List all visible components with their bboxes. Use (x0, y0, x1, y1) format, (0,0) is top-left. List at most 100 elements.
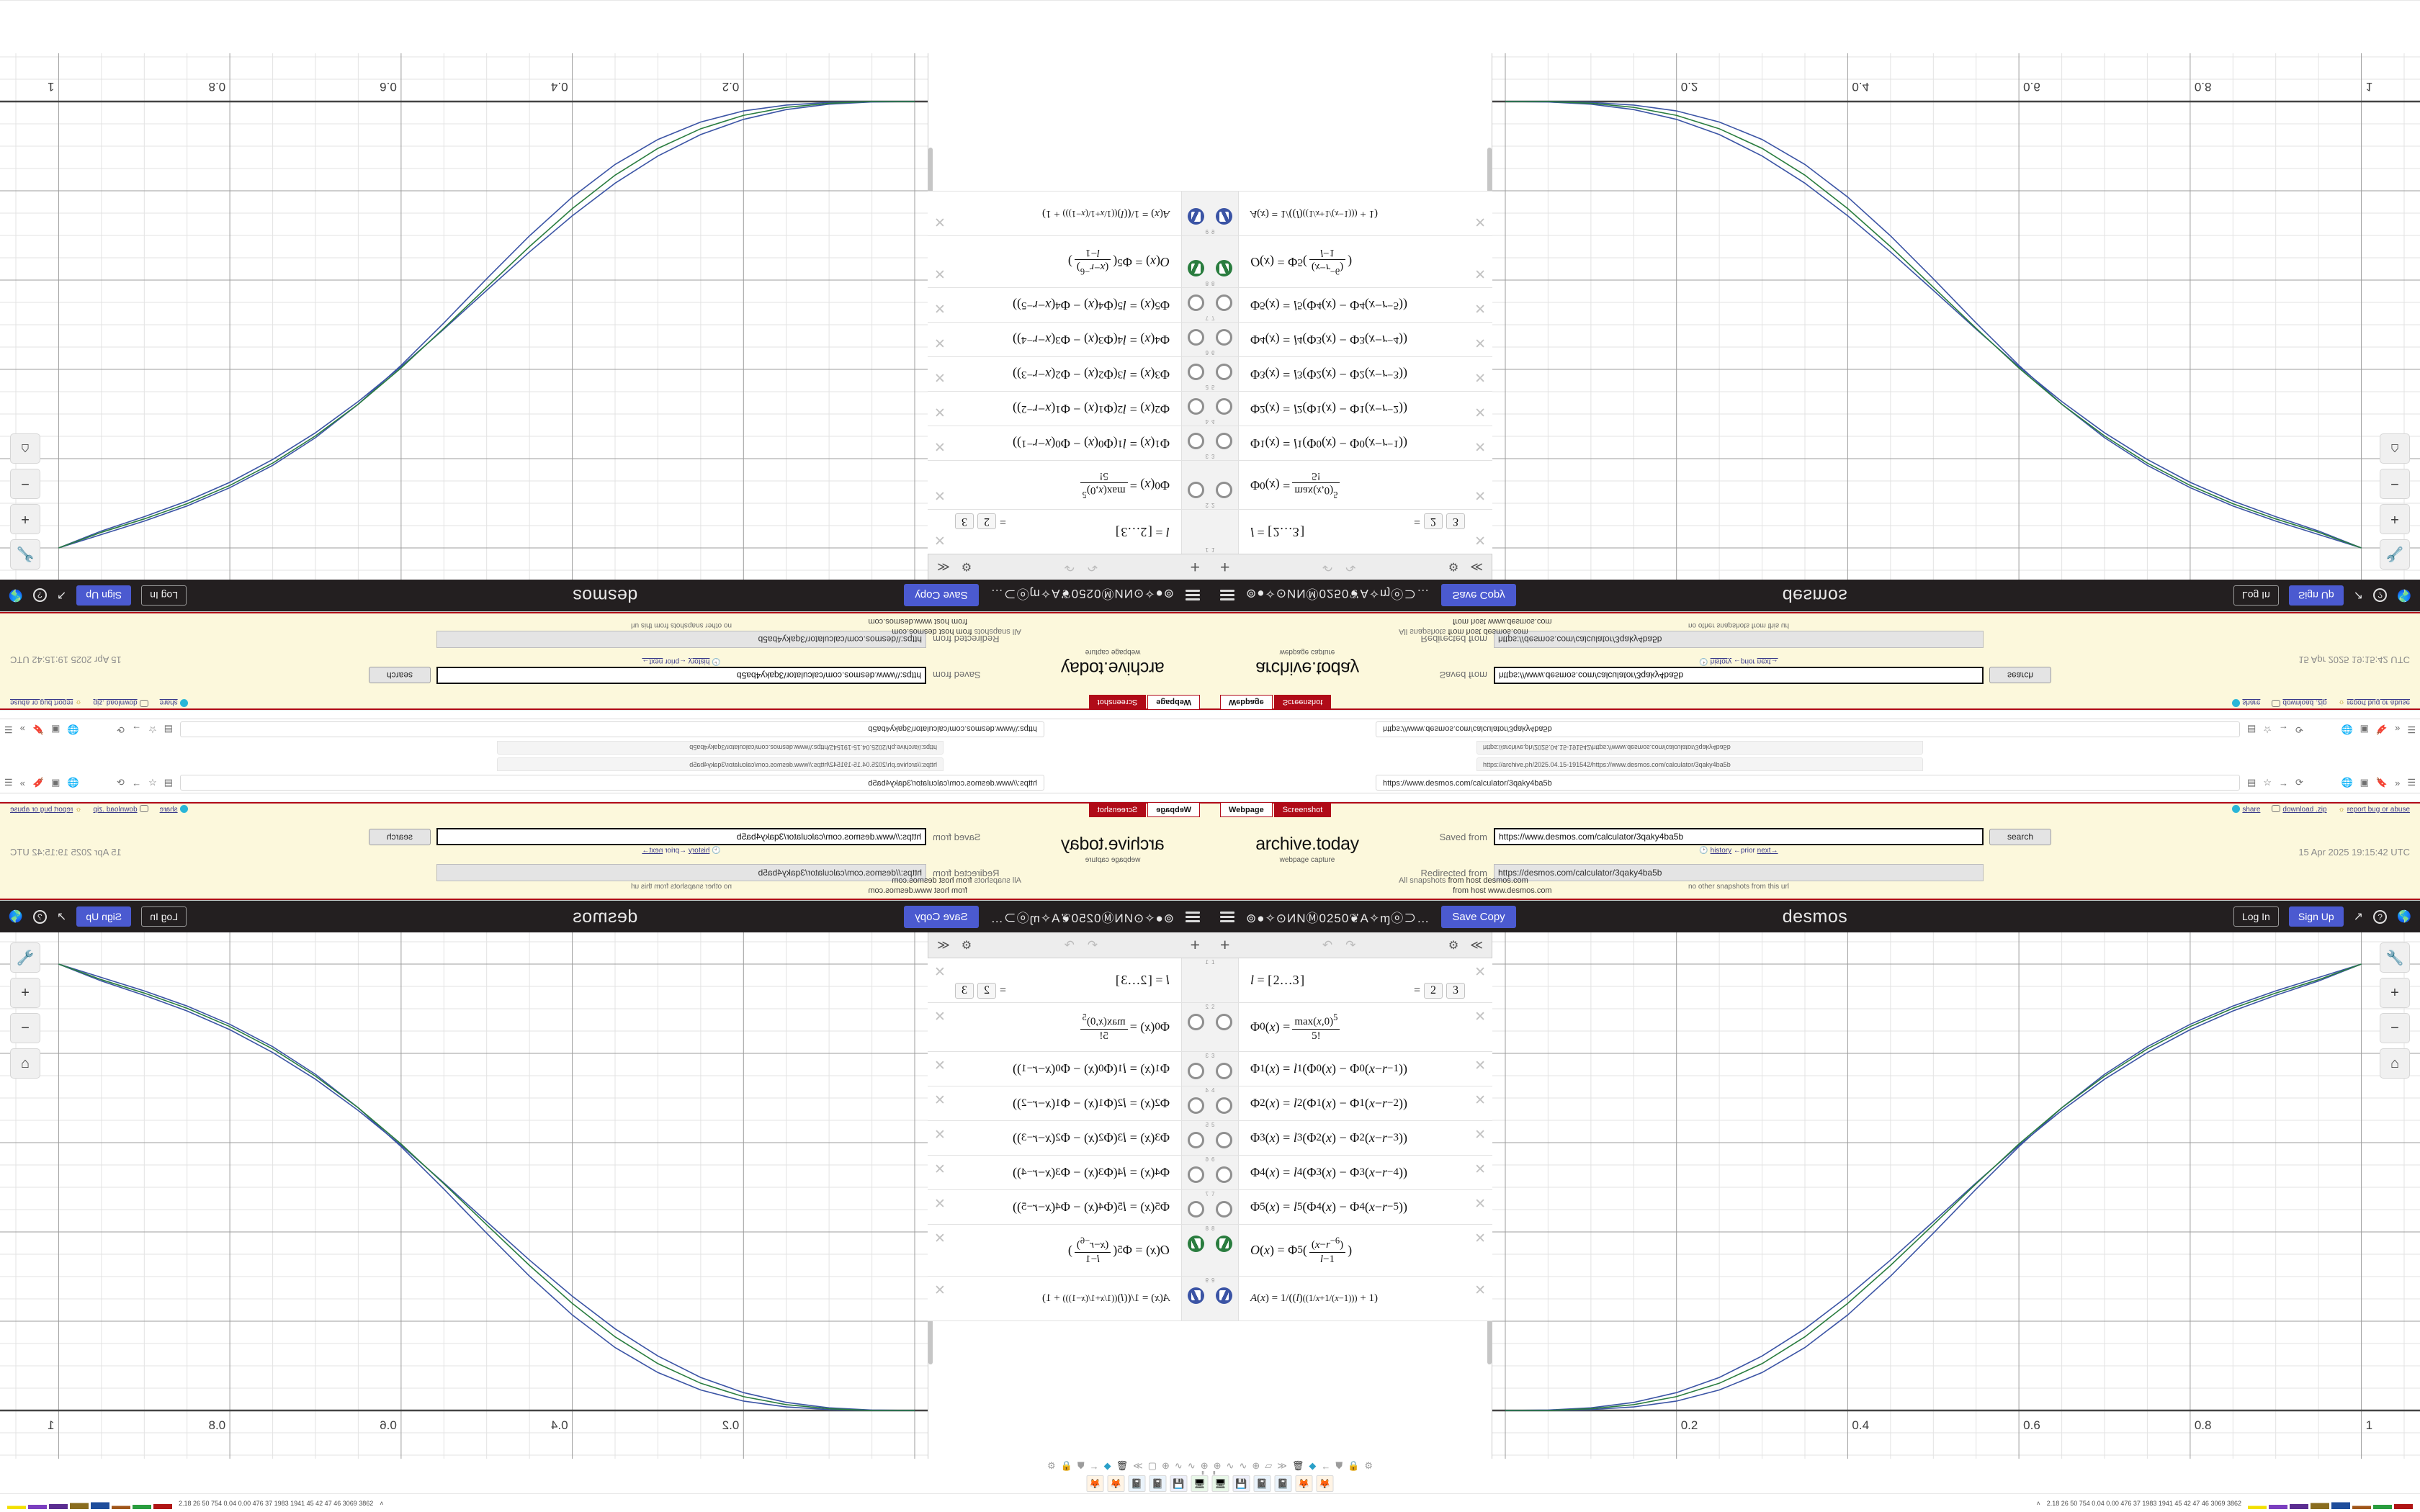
plot-toggle[interactable] (1216, 364, 1232, 380)
delete-expression-icon[interactable]: ✕ (934, 1058, 946, 1074)
expression-math[interactable]: A(x) = 1/((l) ((1/x+1/(x−1))) + 1) (1250, 1292, 1379, 1304)
download-action[interactable]: download .zip (2272, 698, 2327, 707)
curve-icon[interactable]: ∿ (1226, 1460, 1234, 1471)
shield-icon[interactable]: ⛊ (1077, 1460, 1085, 1471)
trash-icon[interactable]: 🗑 (1116, 1460, 1129, 1471)
next-link[interactable]: next→ (642, 657, 663, 665)
delete-expression-icon[interactable]: ✕ (934, 1162, 946, 1177)
expression-row[interactable]: 1 l = [ 2…3 ] ✕ = 2 3 (1210, 958, 1492, 1003)
curve-icon[interactable]: ∿ (1174, 1460, 1183, 1471)
expression-math[interactable]: Φ 4(x) = l 4 (Φ 3(x) − Φ 3(x − r −4)) (1013, 1165, 1170, 1179)
delete-expression-icon[interactable]: ✕ (934, 1283, 946, 1298)
globe-language-icon[interactable]: 🌎 (9, 589, 23, 601)
search-button[interactable]: search (1989, 667, 2051, 684)
plot-toggle[interactable] (1188, 1097, 1204, 1114)
expression-math[interactable]: Φ 0(x) = max(x,0)5 5! (1239, 1003, 1492, 1051)
taskbar-item-notepad[interactable]: 📓 (1149, 1475, 1167, 1492)
window-icon[interactable]: ▢ (1147, 1460, 1157, 1471)
expression-row[interactable]: 4 Φ 2(x) = l 2 (Φ 1(x) − Φ 1(x − r −2)) ✕ (1210, 391, 1492, 426)
container-icon[interactable]: ▣ (2360, 724, 2369, 735)
expression-row[interactable]: 6 Φ 4(x) = l 4 (Φ 3(x) − Φ 3(x − r −4)) ✕ (928, 322, 1210, 356)
delete-expression-icon[interactable]: ✕ (934, 369, 946, 384)
bookmark-star-icon[interactable]: ☆ (148, 777, 157, 788)
delete-expression-icon[interactable]: ✕ (1474, 1283, 1486, 1298)
plot-toggle[interactable] (1216, 208, 1232, 225)
expression-math[interactable]: A(x) = 1/((l) ((1/x+1/(x−1))) + 1) (1041, 1292, 1170, 1304)
hamburger-menu-icon[interactable] (1220, 909, 1234, 924)
curve-icon[interactable]: ∿ (1239, 1460, 1247, 1471)
chevrons-left-icon[interactable]: ≪ (1133, 1460, 1143, 1471)
expression-list[interactable]: 1 l = [ 2…3 ] ✕ = 2 3 (928, 958, 1210, 1512)
zoom-in-icon[interactable]: + (2380, 504, 2410, 534)
search-button[interactable]: search (1989, 828, 2051, 845)
menu-icon[interactable]: ☰ (4, 724, 13, 735)
add-expression-button[interactable]: + (1220, 558, 1230, 577)
reload-icon[interactable]: ⟳ (2295, 777, 2303, 788)
home-icon[interactable]: ⌂ (2380, 1048, 2410, 1079)
add-expression-button[interactable]: + (1190, 935, 1200, 954)
expression-row[interactable]: 6 Φ 4(x) = l 4 (Φ 3(x) − Φ 3(x − r −4)) ✕ (928, 1156, 1210, 1190)
share-action[interactable]: share (2232, 805, 2260, 814)
chevron-up-icon[interactable]: ˄ (380, 1499, 384, 1507)
expression-row[interactable]: 3 Φ 1(x) = l 1 (Φ 0(x) − Φ 0(x − r −1)) ✕ (928, 1052, 1210, 1086)
desmos-graph-title[interactable]: ⊚●✧⊙ИNⓂ0250❦A✧ɱⓞ⊃… (1246, 587, 1430, 601)
expression-math[interactable]: O(x) = Φ 5( (x−r−6) l−1 ) (1067, 1235, 1170, 1265)
browser-tab[interactable]: https://archive.ph/2025.04.15-191542/htt… (1476, 757, 1923, 771)
plot-toggle[interactable] (1216, 329, 1232, 346)
plot-toggle[interactable] (1188, 329, 1204, 346)
collapse-panel-button[interactable]: ≪ (1470, 937, 1483, 952)
browser-tab[interactable]: https://archive.ph/2025.04.15-191542/htt… (497, 757, 944, 771)
wrench-icon[interactable]: 🔧 (10, 539, 40, 570)
archive-tab-screenshot[interactable]: Screenshot (1088, 803, 1147, 817)
plot-toggle[interactable] (1188, 208, 1204, 225)
bookmark-star-icon[interactable]: ☆ (148, 724, 157, 735)
menu-icon[interactable]: ☰ (4, 777, 13, 788)
url-bar[interactable]: https://www.desmos.com/calculator/3qaky4… (1376, 721, 2240, 737)
gear-icon[interactable]: ⚙ (1448, 560, 1459, 573)
pocket-icon[interactable]: 🔖 (2375, 724, 2388, 735)
desmos-graph[interactable]: 0.2 0.4 0.6 0.8 1 🔧 + − ⌂ (0, 932, 928, 1512)
container-icon[interactable]: ▣ (51, 777, 60, 788)
reader-icon[interactable]: ▤ (163, 777, 173, 788)
expression-row[interactable]: 5 Φ 3(x) = l 3 (Φ 2(x) − Φ 2(x − r −3)) ✕ (1210, 356, 1492, 391)
delete-expression-icon[interactable]: ✕ (1474, 487, 1486, 503)
desmos-graph[interactable]: 0.2 0.4 0.6 0.8 1 🔧 + − ⌂ (1492, 0, 2420, 580)
container-icon[interactable]: ▣ (51, 724, 60, 735)
globe-icon[interactable]: ⊕ (1162, 1460, 1170, 1471)
expression-row[interactable]: 2 Φ 0(x) = max(x,0)5 5! ✕ (1210, 460, 1492, 509)
expression-row[interactable]: 8 O(x) = Φ 5( (x−r−6) l−1 ) ✕ (928, 1225, 1210, 1277)
delete-expression-icon[interactable]: ✕ (1474, 1231, 1486, 1246)
plot-toggle[interactable] (1216, 1097, 1232, 1114)
chevrons-right-icon[interactable]: » (19, 777, 25, 788)
expression-row[interactable]: 3 Φ 1(x) = l 1 (Φ 0(x) − Φ 0(x − r −1)) ✕ (928, 426, 1210, 460)
delete-expression-icon[interactable]: ✕ (934, 438, 946, 454)
arrow-right-icon[interactable]: → (132, 724, 142, 735)
expression-math[interactable]: Φ 5(x) = l 5 (Φ 4(x) − Φ 4(x − r −5)) (1013, 298, 1170, 312)
expression-row[interactable]: 7 Φ 5(x) = l 5 (Φ 4(x) − Φ 4(x − r −5)) ✕ (1210, 1190, 1492, 1225)
help-icon[interactable]: ? (2373, 909, 2388, 924)
delete-expression-icon[interactable]: ✕ (1474, 1162, 1486, 1177)
expression-math[interactable]: Φ 3(x) = l 3 (Φ 2(x) − Φ 2(x − r −3)) (1013, 1130, 1170, 1145)
taskbar-item-floppy-pb[interactable]: 💾 (1170, 1475, 1188, 1492)
archive-tab-webpage[interactable]: Webpage (1147, 695, 1200, 709)
share-icon[interactable]: ↗ (56, 589, 67, 601)
globe-icon[interactable]: 🌐 (2341, 777, 2353, 788)
url-bar[interactable]: https://www.desmos.com/calculator/3qaky4… (180, 721, 1044, 737)
sign-up-button[interactable]: Sign Up (76, 906, 132, 927)
help-icon[interactable]: ? (32, 588, 47, 603)
result-chip[interactable]: 2 (1424, 513, 1443, 529)
plot-toggle[interactable] (1188, 1287, 1204, 1304)
plot-toggle[interactable] (1188, 398, 1204, 415)
expression-math[interactable]: l = [ 2…3 ] (1250, 973, 1305, 987)
delete-expression-icon[interactable]: ✕ (934, 404, 946, 419)
app-icon[interactable]: ◆ (1309, 1460, 1317, 1471)
add-expression-button[interactable]: + (1190, 558, 1200, 577)
help-icon[interactable]: ? (32, 909, 47, 924)
snapshot-host-0[interactable]: from host desmos.com (1448, 627, 1528, 636)
expression-row[interactable]: 2 Φ 0(x) = max(x,0)5 5! ✕ (1210, 1003, 1492, 1052)
expression-math[interactable]: Φ 0(x) = max(x,0)5 5! (928, 461, 1181, 509)
taskbar-item-firefox[interactable]: 🦊 (1107, 1475, 1125, 1492)
plot-toggle[interactable] (1188, 1201, 1204, 1218)
taskbar-item-notepad[interactable]: 📓 (1253, 1475, 1271, 1492)
expression-math[interactable]: A(x) = 1/((l) ((1/x+1/(x−1))) + 1) (1250, 208, 1379, 220)
